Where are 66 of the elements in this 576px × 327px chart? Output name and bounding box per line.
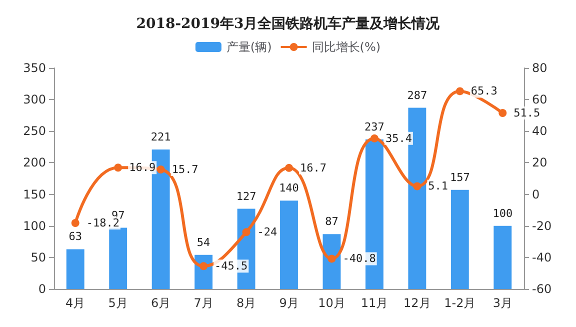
x-tick-label: 6月 <box>151 296 171 310</box>
data-label: 63 <box>68 230 82 244</box>
point <box>285 164 293 172</box>
y-tick-label: 300 <box>23 92 46 107</box>
legend-label: 产量(辆) <box>226 40 272 54</box>
y-tick-label: 250 <box>23 124 46 138</box>
y2-tick-label: -40 <box>532 250 552 264</box>
x-tick-label: 4月 <box>66 296 86 310</box>
x-tick-label: 1-2月 <box>444 296 476 310</box>
data-label: 100 <box>492 206 513 220</box>
point <box>114 164 122 172</box>
point <box>71 219 80 228</box>
point <box>328 254 336 263</box>
data-label: 157 <box>450 170 470 184</box>
x-tick-label: 8月 <box>236 296 256 310</box>
data-label: 140 <box>279 182 299 195</box>
y-tick-label: 50 <box>30 250 46 264</box>
point <box>242 228 250 236</box>
data-label: -40.8 <box>342 252 376 266</box>
data-label: 54 <box>196 236 211 249</box>
chart-title: 2018-2019年3月全国铁路机车产量及增长情况 <box>136 15 441 32</box>
x-tick-label: 3月 <box>492 296 512 310</box>
data-label: 51.5 <box>514 106 540 120</box>
point <box>156 166 165 174</box>
data-label: 5.1 <box>428 180 448 193</box>
data-label: 287 <box>407 88 428 102</box>
data-label: -18.2 <box>86 216 120 230</box>
point <box>200 262 208 270</box>
y-tick-label: 350 <box>23 61 46 75</box>
y2-tick-label: 40 <box>532 124 548 138</box>
bar <box>280 200 298 289</box>
y-tick-label: 200 <box>23 156 46 170</box>
bar <box>66 249 84 289</box>
data-label: 16.7 <box>300 161 326 174</box>
x-tick-label: 11月 <box>360 296 388 310</box>
y2-tick-label: 20 <box>532 156 548 170</box>
point <box>456 87 464 96</box>
y2-tick-label: -60 <box>532 282 552 296</box>
y2-tick-label: 80 <box>532 61 548 75</box>
data-label: 237 <box>364 120 384 134</box>
point <box>498 108 507 117</box>
legend-label: 同比增长(%) <box>312 40 381 54</box>
point <box>370 134 378 142</box>
data-label: -45.5 <box>214 260 248 273</box>
data-label: 15.7 <box>172 163 198 176</box>
data-label: 16.9 <box>129 161 156 174</box>
x-tick-label: 10月 <box>318 296 346 310</box>
y2-tick-label: -20 <box>532 218 552 233</box>
y-tick-label: 100 <box>23 218 46 233</box>
data-label: -24 <box>257 226 278 239</box>
y2-tick-label: 0 <box>532 187 540 202</box>
y-tick-label: 150 <box>23 187 46 202</box>
y2-tick-label: 60 <box>532 92 548 107</box>
data-label: 35.4 <box>385 132 412 145</box>
data-label: 127 <box>236 190 256 203</box>
x-tick-label: 12月 <box>404 296 431 310</box>
x-tick-label: 7月 <box>194 296 214 310</box>
y-tick-label: 0 <box>38 282 46 296</box>
point <box>413 182 422 190</box>
x-tick-label: 9月 <box>279 296 299 310</box>
data-label: 65.3 <box>470 84 498 98</box>
data-label: 221 <box>150 130 171 144</box>
x-tick-label: 5月 <box>108 296 128 310</box>
bar <box>494 226 512 289</box>
bar <box>450 190 469 289</box>
data-label: 87 <box>325 215 338 228</box>
